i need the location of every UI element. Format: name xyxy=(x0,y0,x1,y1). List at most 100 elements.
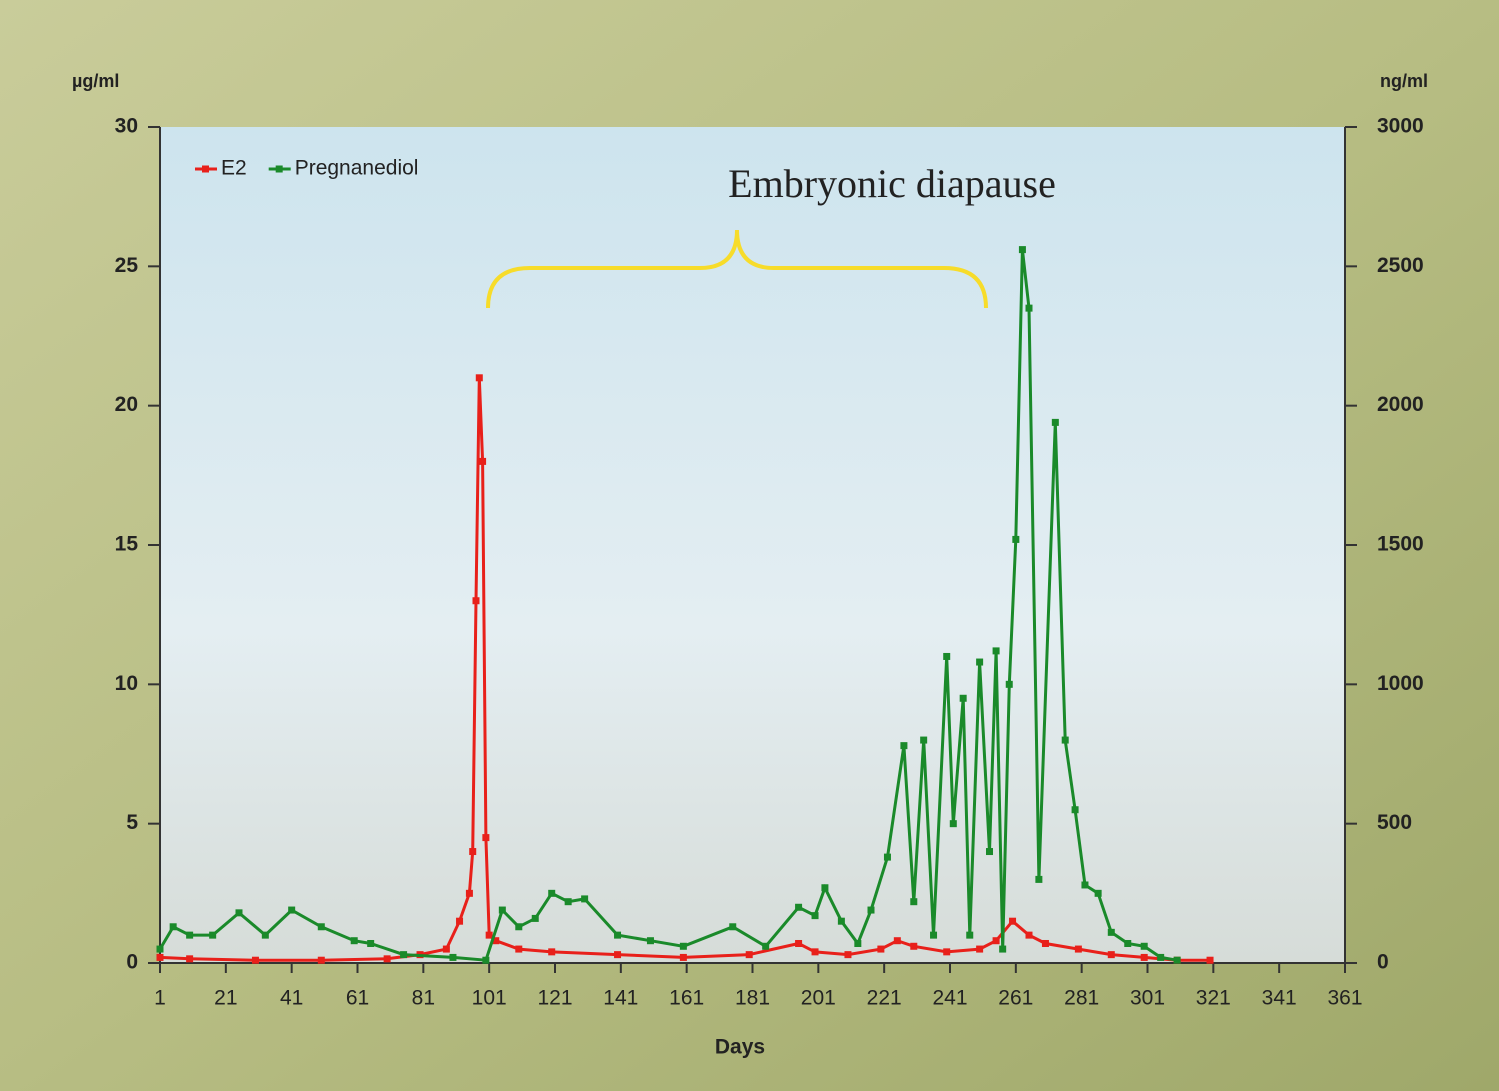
x-tick-label: 201 xyxy=(801,987,836,1010)
y-tick-label: 20 xyxy=(115,393,138,416)
legend-label: E2 xyxy=(221,157,247,180)
x-tick-label: 181 xyxy=(735,987,770,1010)
x-tick-label: 321 xyxy=(1196,987,1231,1010)
x-tick-label: 281 xyxy=(1064,987,1099,1010)
point xyxy=(515,923,523,931)
point xyxy=(1107,928,1115,936)
point xyxy=(646,937,654,945)
point xyxy=(854,939,862,947)
point xyxy=(498,906,506,914)
point xyxy=(900,742,908,750)
x-tick-label: 41 xyxy=(280,987,303,1010)
point xyxy=(614,951,622,959)
point xyxy=(472,597,480,605)
point xyxy=(837,917,845,925)
point xyxy=(564,898,572,906)
y-tick-label: 30 xyxy=(115,115,138,138)
x-tick-label: 221 xyxy=(867,987,902,1010)
point xyxy=(1074,945,1082,953)
point xyxy=(1081,881,1089,889)
point xyxy=(745,951,753,959)
x-tick-label: 341 xyxy=(1262,987,1297,1010)
point xyxy=(992,937,1000,945)
point xyxy=(1071,806,1079,814)
point xyxy=(910,942,918,950)
point xyxy=(475,374,483,382)
point xyxy=(479,457,487,465)
point xyxy=(1025,304,1033,312)
point xyxy=(795,903,803,911)
point xyxy=(449,953,457,961)
y-axis-label: µg/ml xyxy=(72,71,119,91)
y-tick-label: 15 xyxy=(115,533,139,556)
point xyxy=(999,945,1007,953)
point xyxy=(1051,418,1059,426)
point xyxy=(1157,953,1165,961)
point xyxy=(1094,889,1102,897)
point xyxy=(492,937,500,945)
point xyxy=(156,953,164,961)
point xyxy=(986,848,993,856)
y2-tick-label: 1500 xyxy=(1377,533,1424,556)
point xyxy=(515,945,523,953)
point xyxy=(729,923,737,931)
x-tick-label: 1 xyxy=(154,987,166,1010)
point xyxy=(367,939,375,947)
point xyxy=(811,948,819,956)
point xyxy=(156,945,164,953)
point xyxy=(614,931,622,939)
point xyxy=(465,889,473,897)
point xyxy=(1005,680,1013,688)
point xyxy=(976,945,984,953)
y2-axis-label: ng/ml xyxy=(1380,71,1428,91)
point xyxy=(548,889,556,897)
legend-marker xyxy=(275,165,283,173)
x-tick-label: 261 xyxy=(998,987,1033,1010)
y2-tick-label: 1000 xyxy=(1377,672,1424,695)
x-tick-label: 121 xyxy=(537,987,572,1010)
point xyxy=(949,820,957,828)
point xyxy=(482,956,490,964)
point xyxy=(383,955,391,963)
point xyxy=(1009,917,1017,925)
point xyxy=(169,923,177,931)
point xyxy=(186,931,194,939)
point xyxy=(1018,246,1026,254)
point xyxy=(456,917,464,925)
point xyxy=(1061,736,1069,744)
point xyxy=(795,939,803,947)
y-tick-label: 10 xyxy=(115,672,138,695)
point xyxy=(943,652,951,660)
point xyxy=(1025,931,1033,939)
point xyxy=(1206,956,1214,964)
series-line xyxy=(158,249,1178,962)
point xyxy=(930,931,938,939)
annotation: Embryonic diapause xyxy=(728,161,1056,206)
point xyxy=(186,955,194,963)
x-tick-label: 21 xyxy=(214,987,237,1010)
point xyxy=(976,658,984,666)
x-tick-label: 241 xyxy=(932,987,967,1010)
point xyxy=(261,931,269,939)
point xyxy=(1173,956,1181,964)
point xyxy=(1140,953,1148,961)
y-tick-label: 5 xyxy=(126,811,138,834)
point xyxy=(531,914,539,922)
point xyxy=(1107,951,1115,959)
y2-tick-label: 0 xyxy=(1377,951,1389,974)
point xyxy=(251,956,259,964)
point xyxy=(893,937,901,945)
point xyxy=(877,945,885,953)
x-tick-label: 301 xyxy=(1130,987,1165,1010)
point xyxy=(1012,535,1020,543)
point xyxy=(1041,939,1049,947)
point xyxy=(943,948,951,956)
point xyxy=(762,942,770,950)
point xyxy=(867,906,875,914)
point xyxy=(1035,875,1043,883)
point xyxy=(959,694,967,702)
point xyxy=(317,923,325,931)
plot-area xyxy=(160,127,1345,963)
y2-tick-label: 2500 xyxy=(1377,254,1424,277)
